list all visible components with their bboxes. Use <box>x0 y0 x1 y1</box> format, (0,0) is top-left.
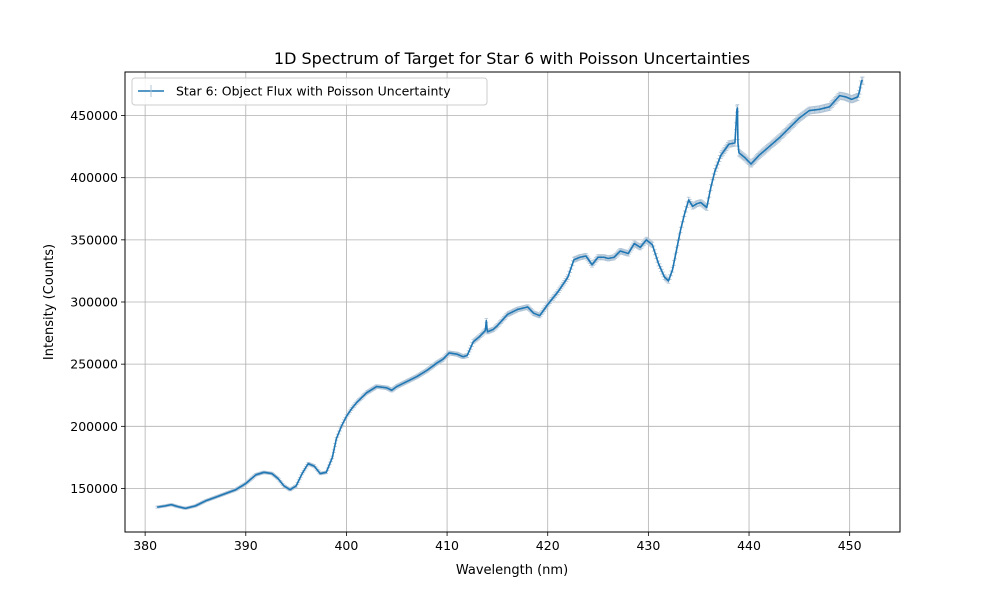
y-tick-label: 400000 <box>70 170 118 185</box>
legend-box <box>131 77 488 106</box>
y-tick-label: 150000 <box>70 481 118 496</box>
x-tick-label: 410 <box>435 538 459 553</box>
y-tick-label: 200000 <box>70 419 118 434</box>
y-tick-label: 300000 <box>70 295 118 310</box>
legend-label: Star 6: Object Flux with Poisson Uncerta… <box>176 84 451 99</box>
y-tick-label: 350000 <box>70 232 118 247</box>
grid <box>125 72 900 532</box>
x-tick-label: 400 <box>334 538 358 553</box>
x-tick-label: 430 <box>636 538 660 553</box>
series-line <box>157 79 863 510</box>
series-layer <box>157 79 863 510</box>
x-tick-label: 440 <box>737 538 761 553</box>
y-axis-label: Intensity (Counts) <box>42 244 57 360</box>
x-tick-label: 450 <box>838 538 862 553</box>
chart-title: 1D Spectrum of Target for Star 6 with Po… <box>274 49 750 68</box>
y-tick-label: 450000 <box>70 108 118 123</box>
x-tick-label: 390 <box>234 538 258 553</box>
x-tick-label: 380 <box>133 538 157 553</box>
x-axis-label: Wavelength (nm) <box>456 563 568 578</box>
axis-ticks: 380 390 400 410 420 430 440 450 150000 200000 2500… <box>70 108 861 553</box>
legend: Star 6: Object Flux with Poisson Uncerta… <box>131 77 488 106</box>
y-tick-label: 250000 <box>70 357 118 372</box>
x-tick-label: 420 <box>536 538 560 553</box>
